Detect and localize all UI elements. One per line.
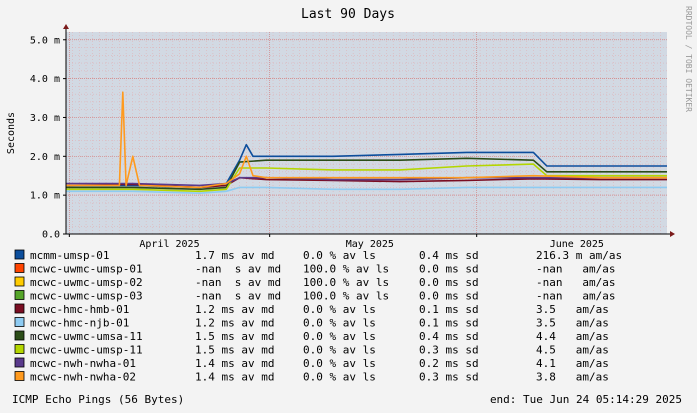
y-axis-arrow	[63, 24, 69, 29]
y-tick-label: 0.0	[42, 230, 60, 241]
legend-series-name: mcwc-uwmc-umsp-11	[30, 344, 143, 357]
legend-stat: 0.0 % av ls	[303, 317, 376, 330]
legend-stat: -nan s av md	[195, 290, 281, 303]
legend-stat: 100.0 % av ls	[303, 276, 389, 289]
legend-series-name: mcwc-hmc-hmb-01	[30, 303, 129, 316]
legend-stat: 4.4 am/as	[536, 330, 609, 343]
legend-stat: 0.3 ms sd	[419, 371, 479, 384]
legend: mcmm-umsp-01 1.7 ms av md 0.0 % av ls 0.4 m…	[14, 249, 622, 384]
legend-stat: 4.1 am/as	[536, 357, 609, 370]
legend-stat: -nan am/as	[536, 263, 615, 276]
legend-series-name: mcwc-uwmc-umsp-03	[30, 290, 143, 303]
legend-stat: 4.5 am/as	[536, 344, 609, 357]
legend-swatch	[14, 317, 25, 327]
y-axis-label: Seconds	[6, 112, 17, 154]
legend-swatch	[14, 263, 25, 273]
legend-stat: 3.5 am/as	[536, 317, 609, 330]
x-tick-label: June 2025	[550, 239, 604, 250]
legend-stat: 1.4 ms av md	[195, 371, 274, 384]
legend-stat: 0.2 ms sd	[419, 357, 479, 370]
series-line	[66, 186, 667, 194]
watermark-text: RRDTOOL / TOBI OETIKER	[684, 6, 693, 112]
legend-series-name: mcwc-uwmc-umsa-11	[30, 330, 143, 343]
legend-stat: 0.3 ms sd	[419, 344, 479, 357]
legend-stat: 0.0 % av ls	[303, 303, 376, 316]
legend-stat: 0.0 % av ls	[303, 357, 376, 370]
y-tick-label: 2.0 m	[30, 152, 60, 163]
y-tick-label: 1.0 m	[30, 191, 60, 202]
legend-stat: 1.4 ms av md	[195, 357, 274, 370]
series-line	[66, 157, 667, 191]
legend-series-name: mcmm-umsp-01	[30, 249, 109, 262]
legend-swatch	[14, 276, 25, 287]
legend-stat: 1.2 ms av md	[195, 317, 274, 330]
legend-stat: 216.3 m am/as	[536, 249, 622, 262]
legend-stat: -nan am/as	[536, 276, 615, 289]
y-tick-label: 5.0 m	[30, 35, 60, 46]
legend-swatch	[14, 249, 25, 260]
legend-stat: 1.5 ms av md	[195, 344, 274, 357]
legend-series-name: mcwc-nwh-nwha-01	[30, 357, 136, 370]
legend-series-name: mcwc-hmc-njb-01	[30, 317, 129, 330]
legend-stat: 0.0 ms sd	[419, 290, 479, 303]
legend-stat: -nan s av md	[195, 276, 281, 289]
legend-stat: 0.4 ms sd	[419, 330, 479, 343]
legend-stat: 100.0 % av ls	[303, 290, 389, 303]
series-layer	[65, 91, 667, 194]
legend-swatch	[14, 290, 25, 300]
legend-stat: 0.0 % av ls	[303, 330, 376, 343]
legend-stat: 0.4 ms sd	[419, 249, 479, 262]
legend-stat: 1.7 ms av md	[195, 249, 274, 262]
legend-swatch	[14, 344, 25, 354]
legend-stat: 3.8 am/as	[536, 371, 609, 384]
legend-stat: -nan am/as	[536, 290, 615, 303]
legend-stat: -nan s av md	[195, 263, 281, 276]
legend-stat: 1.5 ms av md	[195, 330, 274, 343]
legend-swatch	[14, 371, 25, 381]
legend-stat: 0.0 ms sd	[419, 263, 479, 276]
legend-swatch	[14, 303, 25, 314]
footer-left: ICMP Echo Pings (56 Bytes)	[12, 393, 184, 406]
legend-swatch	[14, 357, 25, 368]
footer-right: end: Tue Jun 24 05:14:29 2025	[490, 393, 682, 406]
legend-stat: 0.0 % av ls	[303, 371, 376, 384]
legend-series-name: mcwc-nwh-nwha-02	[30, 371, 136, 384]
legend-stat: 0.1 ms sd	[419, 317, 479, 330]
legend-series-name: mcwc-uwmc-umsp-02	[30, 276, 143, 289]
legend-stat: 1.2 ms av md	[195, 303, 274, 316]
chart-title: Last 90 Days	[301, 7, 395, 22]
y-tick-label: 4.0 m	[30, 74, 60, 85]
legend-swatch	[14, 330, 25, 341]
legend-stat: 3.5 am/as	[536, 303, 609, 316]
grid-layer	[66, 32, 667, 235]
y-tick-label: 3.0 m	[30, 113, 60, 124]
legend-stat: 100.0 % av ls	[303, 263, 389, 276]
series-line	[66, 176, 667, 187]
axis-layer: 0.0 1.0 m 2.0 m 3.0 m 4.0 m 5.0 m April 2025 Ma…	[30, 24, 675, 250]
x-tick-label: April 2025	[139, 239, 199, 250]
legend-stat: 0.0 % av ls	[303, 249, 376, 262]
legend-stat: 0.0 ms sd	[419, 276, 479, 289]
legend-stat: 0.0 % av ls	[303, 344, 376, 357]
series-line	[66, 91, 667, 189]
x-axis-arrow	[670, 231, 675, 237]
x-tick-label: May 2025	[346, 239, 394, 250]
legend-stat: 0.1 ms sd	[419, 303, 479, 316]
legend-series-name: mcwc-uwmc-umsp-01	[30, 263, 143, 276]
